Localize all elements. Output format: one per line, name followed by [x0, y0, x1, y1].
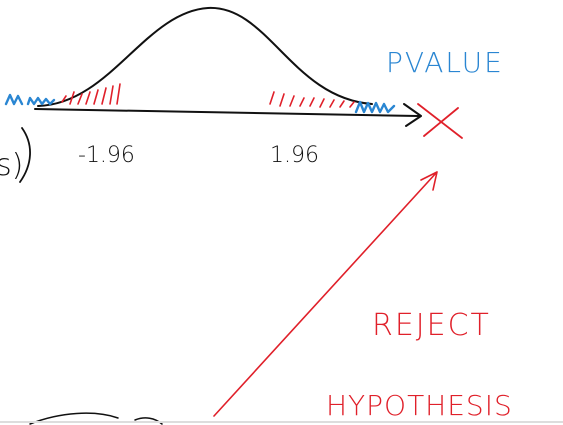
pos-critical-label: 1.96 [270, 143, 319, 168]
pvalue-label: PVALUE [386, 46, 504, 79]
reject-label: REJECT [372, 308, 491, 343]
neg-critical-label: -1.96 [78, 143, 135, 168]
whiteboard: s) -1.96 1.96 PVALUE REJECT HYPOTHESIS [0, 0, 563, 425]
hypothesis-label: HYPOTHESIS [326, 389, 513, 422]
page: {"labels": {"left_edge": "s)", "neg_crit… [0, 0, 563, 425]
left-edge-text: s) [0, 148, 23, 183]
